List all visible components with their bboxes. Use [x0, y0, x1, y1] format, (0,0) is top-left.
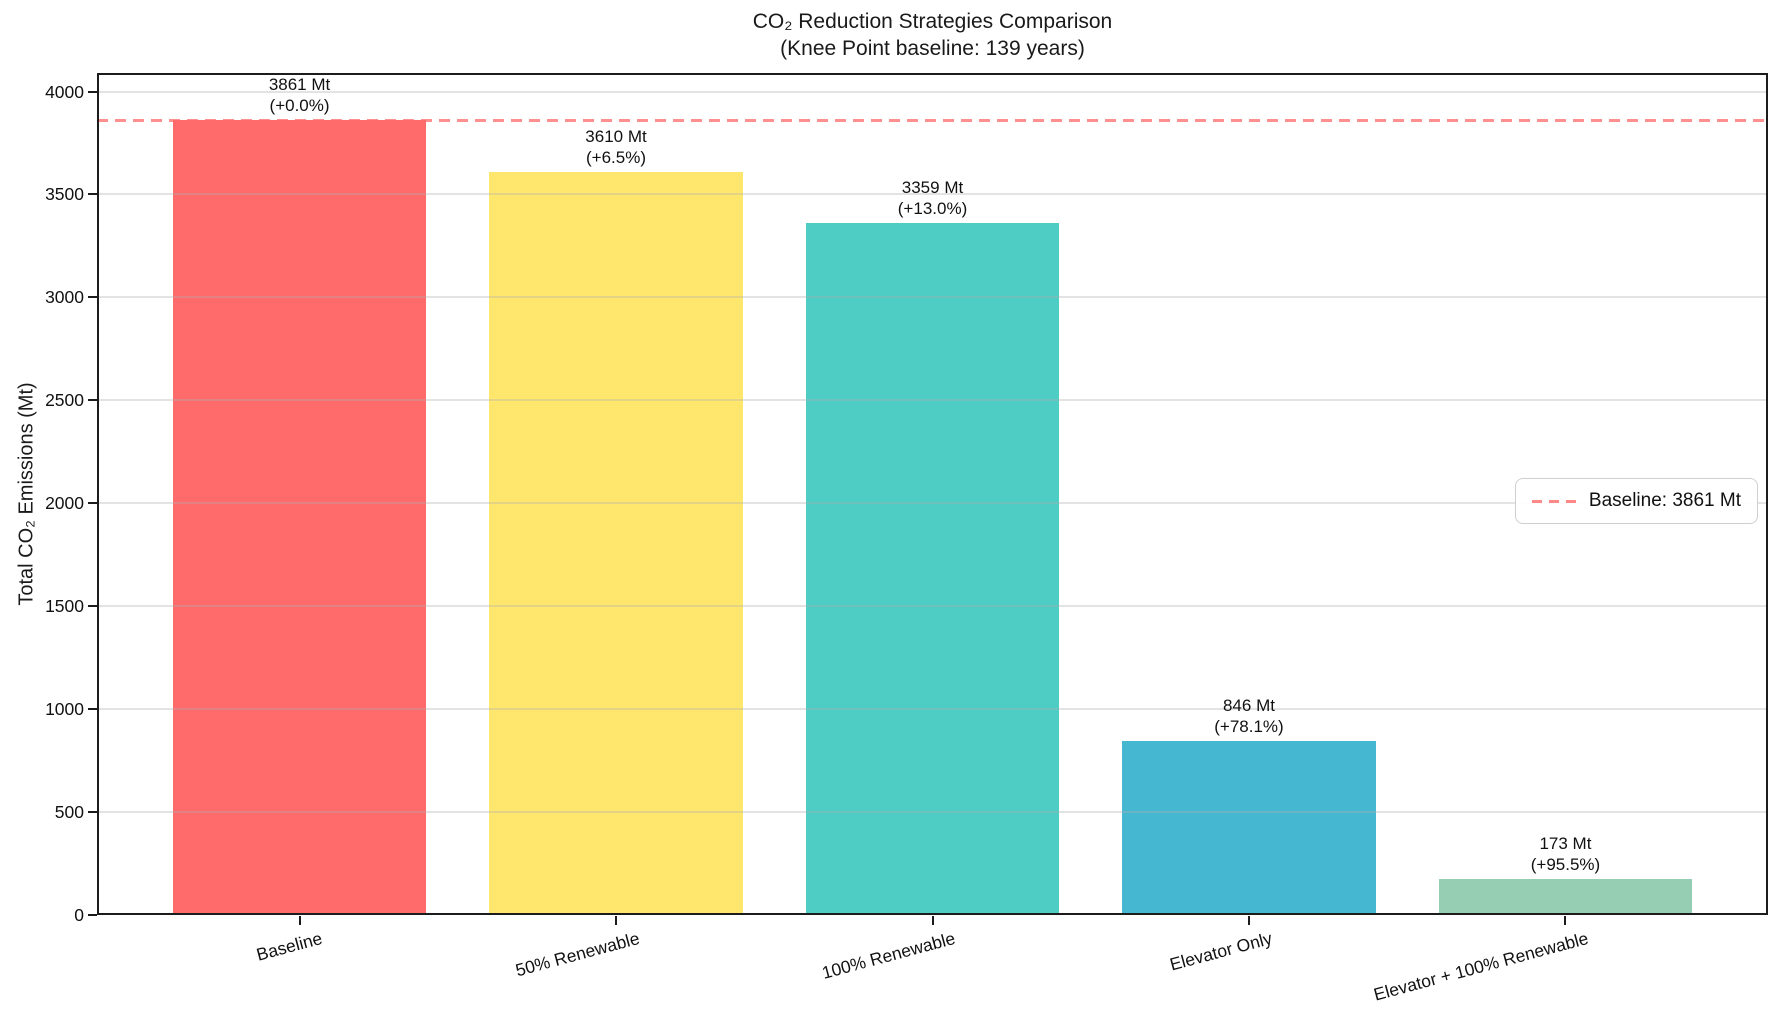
y-gridline [97, 502, 1768, 505]
y-tick-label: 2000 [45, 493, 84, 514]
x-tick-mark [615, 916, 618, 925]
bar-baseline [172, 120, 427, 915]
y-tick-mark [88, 708, 97, 711]
x-tick-mark [298, 916, 301, 925]
y-tick-mark [88, 811, 97, 814]
y-gridline [97, 193, 1768, 196]
y-tick-mark [88, 296, 97, 299]
chart-subtitle: (Knee Point baseline: 139 years) [780, 37, 1085, 60]
bar-100-renewable [805, 223, 1060, 915]
bar-elevator-100-renewable [1438, 879, 1693, 915]
x-tick-label: Elevator Only [1167, 928, 1275, 975]
y-tick-label: 1500 [45, 596, 84, 617]
x-tick-label: Elevator + 100% Renewable [1371, 928, 1591, 1005]
y-tick-label: 0 [74, 905, 84, 925]
baseline-line [97, 118, 1768, 122]
y-tick-mark [88, 399, 97, 402]
x-tick-label: 100% Renewable [819, 928, 958, 983]
y-tick-label: 500 [54, 802, 84, 823]
y-tick-mark [88, 193, 97, 196]
bar-value-label: 3359 Mt (+13.0%) [897, 178, 968, 219]
y-tick-mark [88, 605, 97, 608]
y-tick-mark [88, 90, 97, 93]
y-tick-label: 2500 [45, 390, 84, 411]
bar-value-label: 846 Mt (+78.1%) [1214, 695, 1284, 736]
y-gridline [97, 811, 1768, 814]
x-tick-label: Baseline [254, 928, 325, 965]
legend-dashed-line-icon [1531, 499, 1576, 503]
x-tick-mark [931, 916, 934, 925]
x-tick-mark [1247, 916, 1250, 925]
chart-title: CO₂ Reduction Strategies Comparison [752, 10, 1113, 33]
bar-value-label: 3610 Mt (+6.5%) [585, 126, 647, 167]
y-tick-label: 3500 [45, 184, 84, 205]
x-tick-label: 50% Renewable [512, 928, 642, 981]
bar-value-label: 3861 Mt (+0.0%) [268, 75, 331, 116]
y-tick-mark [88, 914, 97, 916]
y-gridline [97, 708, 1768, 711]
y-gridline [97, 90, 1768, 93]
legend-label: Baseline: 3861 Mt [1588, 490, 1741, 511]
y-gridline [97, 399, 1768, 402]
y-tick-mark [88, 502, 97, 505]
bar-value-label: 173 Mt (+95.5%) [1530, 834, 1601, 875]
y-gridline [97, 296, 1768, 299]
bar-50-renewable [489, 171, 743, 915]
y-tick-label: 4000 [45, 81, 84, 102]
legend: Baseline: 3861 Mt [1514, 478, 1758, 524]
bar-elevator-only [1122, 740, 1376, 915]
y-gridline [97, 605, 1768, 608]
x-tick-mark [1564, 916, 1567, 925]
y-tick-label: 1000 [45, 699, 84, 720]
y-tick-label: 3000 [45, 287, 84, 308]
